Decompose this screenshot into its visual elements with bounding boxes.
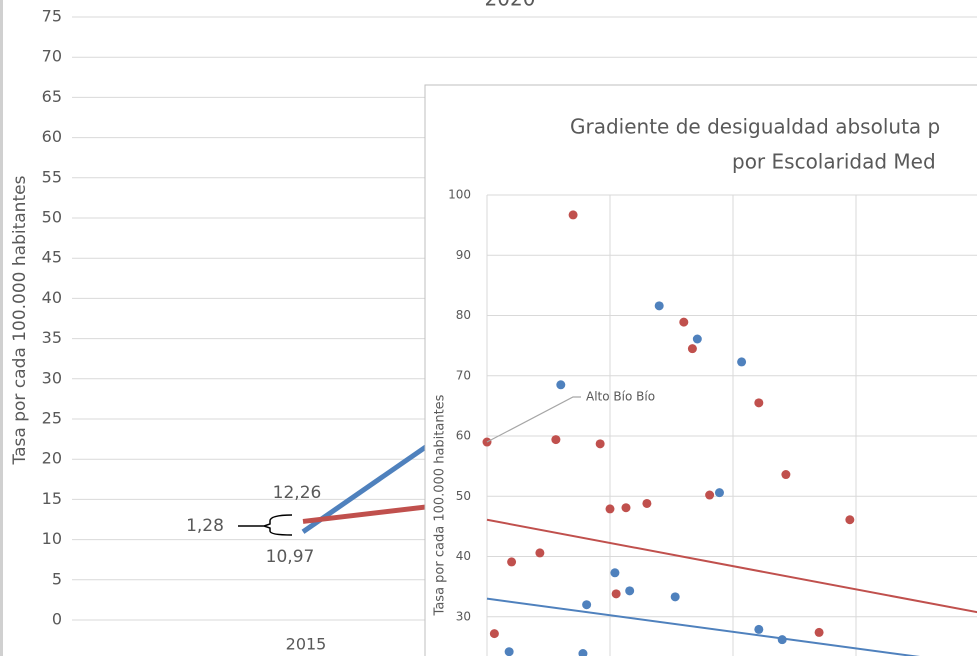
- scatter-point: [504, 647, 514, 656]
- scatter-point: [670, 592, 680, 602]
- y-axis-label: Tasa por cada 100.000 habitantes: [433, 394, 448, 616]
- scatter-point: [777, 635, 787, 645]
- leader-line: [486, 396, 581, 443]
- scatter-point: [692, 334, 702, 344]
- annotation: 1,28: [186, 516, 224, 536]
- scatter-point: [654, 301, 664, 311]
- y-tick-label: 20: [42, 449, 62, 468]
- y-tick-label: 15: [42, 489, 62, 508]
- trend-line: [486, 597, 921, 656]
- scatter-point: [551, 435, 561, 445]
- y-tick-label: 60: [42, 127, 62, 146]
- scatter-point: [642, 498, 652, 508]
- scatter-point: [814, 627, 824, 637]
- y-tick-label: 80: [456, 308, 471, 322]
- y-tick-label: 10: [42, 529, 62, 548]
- scatter-point: [582, 600, 592, 610]
- y-tick-label: 45: [42, 248, 62, 267]
- y-axis-label: Tasa por cada 100.000 habitantes: [10, 175, 30, 465]
- scatter-point: [754, 624, 764, 634]
- y-tick-label: 30: [42, 368, 62, 387]
- data-label: 12,26: [273, 483, 322, 503]
- y-tick-label: 70: [42, 47, 62, 66]
- scatter-point: [714, 488, 724, 498]
- scatter-point: [781, 470, 791, 480]
- chart-title: 2020: [485, 0, 536, 11]
- y-tick-label: 75: [42, 7, 62, 26]
- trend-line: [486, 518, 977, 614]
- y-tick-label: 70: [456, 368, 471, 382]
- scatter-point: [687, 344, 697, 354]
- y-tick-label: 35: [42, 328, 62, 347]
- chart-title: Gradiente de desigualdad absoluta p: [570, 115, 940, 139]
- scatter-point: [507, 557, 517, 567]
- scatter-point: [737, 357, 747, 367]
- scatter-point: [621, 503, 631, 513]
- data-label: 10,97: [266, 547, 315, 567]
- y-tick-label: 25: [42, 409, 62, 428]
- y-tick-label: 65: [42, 87, 62, 106]
- left-border: [0, 0, 3, 656]
- x-tick-label: 2015: [286, 635, 327, 654]
- scatter-point: [611, 589, 621, 599]
- y-tick-label: 0: [52, 610, 62, 629]
- scatter-point: [625, 586, 635, 596]
- y-tick-label: 30: [456, 609, 471, 623]
- scatter-point: [610, 568, 620, 578]
- inset-chart: Gradiente de desigualdad absoluta p por E…: [424, 84, 977, 656]
- y-tick-label: 55: [42, 167, 62, 186]
- scatter-point: [489, 629, 499, 639]
- chart-title: por Escolaridad Med: [732, 150, 936, 174]
- scatter-point: [845, 515, 855, 525]
- scatter-point: [568, 210, 578, 220]
- y-tick-label: 40: [456, 549, 471, 563]
- scatter-point: [679, 317, 689, 327]
- y-tick-label: 90: [456, 248, 471, 262]
- y-tick-label: 100: [448, 188, 471, 202]
- scatter-point: [556, 380, 566, 390]
- scatter-point: [754, 398, 764, 408]
- scatter-point: [578, 649, 588, 656]
- y-tick-label: 5: [52, 569, 62, 588]
- annotation: Alto Bío Bío: [586, 390, 655, 404]
- y-tick-label: 40: [42, 288, 62, 307]
- y-tick-label: 60: [456, 429, 471, 443]
- bracket: [238, 514, 293, 536]
- scatter-point: [705, 490, 715, 500]
- scatter-point: [595, 439, 605, 449]
- y-tick-label: 50: [42, 208, 62, 227]
- y-tick-label: 50: [456, 489, 471, 503]
- scatter-point: [605, 504, 615, 514]
- scatter-point: [535, 548, 545, 558]
